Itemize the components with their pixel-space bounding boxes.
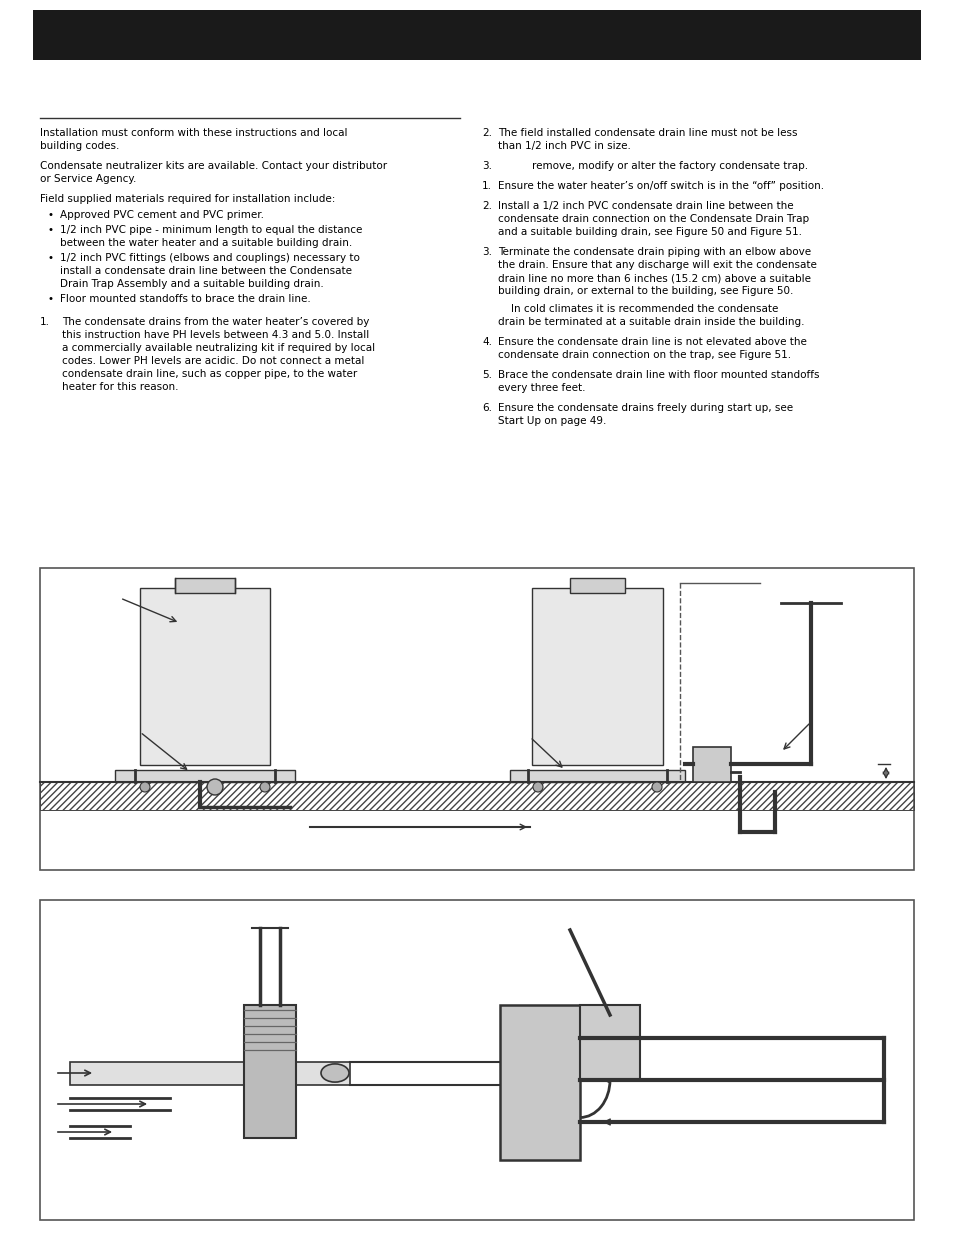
Text: than 1/2 inch PVC in size.: than 1/2 inch PVC in size.: [497, 141, 630, 151]
Bar: [692, 747, 730, 782]
Text: condensate drain connection on the Condensate Drain Trap: condensate drain connection on the Conde…: [497, 214, 808, 224]
Text: condensate drain connection on the trap, see Figure 51.: condensate drain connection on the trap,…: [497, 350, 790, 359]
Text: 3.: 3.: [481, 247, 492, 257]
Bar: [579, 1005, 639, 1079]
Bar: [569, 578, 624, 593]
Text: Ensure the condensate drains freely during start up, see: Ensure the condensate drains freely duri…: [497, 403, 792, 412]
Circle shape: [140, 782, 150, 792]
Text: Ensure the water heater’s on/off switch is in the “off” position.: Ensure the water heater’s on/off switch …: [497, 182, 823, 191]
Text: Installation must conform with these instructions and local: Installation must conform with these ins…: [40, 128, 347, 138]
Text: Condensate neutralizer kits are available. Contact your distributor: Condensate neutralizer kits are availabl…: [40, 161, 387, 170]
Bar: [33, 10, 920, 61]
Text: a commercially available neutralizing kit if required by local: a commercially available neutralizing ki…: [62, 343, 375, 353]
Circle shape: [260, 782, 270, 792]
Text: the drain. Ensure that any discharge will exit the condensate: the drain. Ensure that any discharge wil…: [497, 261, 816, 270]
Text: Install a 1/2 inch PVC condensate drain line between the: Install a 1/2 inch PVC condensate drain …: [497, 201, 793, 211]
Text: drain be terminated at a suitable drain inside the building.: drain be terminated at a suitable drain …: [497, 317, 803, 327]
Text: and a suitable building drain, see Figure 50 and Figure 51.: and a suitable building drain, see Figur…: [497, 227, 801, 237]
Text: Ensure the condensate drain line is not elevated above the: Ensure the condensate drain line is not …: [497, 337, 806, 347]
Text: •: •: [48, 294, 54, 304]
Text: Brace the condensate drain line with floor mounted standoffs: Brace the condensate drain line with flo…: [497, 370, 819, 380]
Bar: [510, 769, 684, 782]
Bar: [140, 588, 270, 764]
Text: codes. Lower PH levels are acidic. Do not connect a metal: codes. Lower PH levels are acidic. Do no…: [62, 356, 364, 366]
Text: install a condensate drain line between the Condensate: install a condensate drain line between …: [60, 266, 352, 275]
Circle shape: [651, 782, 661, 792]
Text: 2.: 2.: [481, 128, 492, 138]
Text: 2.: 2.: [481, 201, 492, 211]
Text: Drain Trap Assembly and a suitable building drain.: Drain Trap Assembly and a suitable build…: [60, 279, 323, 289]
Bar: [532, 588, 662, 764]
Text: this instruction have PH levels between 4.3 and 5.0. Install: this instruction have PH levels between …: [62, 330, 369, 340]
Text: Field supplied materials required for installation include:: Field supplied materials required for in…: [40, 194, 335, 204]
Text: 6.: 6.: [481, 403, 492, 412]
Text: condensate drain line, such as copper pipe, to the water: condensate drain line, such as copper pi…: [62, 369, 356, 379]
Text: between the water heater and a suitable building drain.: between the water heater and a suitable …: [60, 238, 352, 248]
Text: 3.: 3.: [481, 161, 492, 170]
Text: The condensate drains from the water heater’s covered by: The condensate drains from the water hea…: [62, 317, 369, 327]
Bar: [244, 1005, 295, 1137]
Bar: [40, 568, 913, 869]
Text: or Service Agency.: or Service Agency.: [40, 174, 136, 184]
Text: 1/2 inch PVC pipe - minimum length to equal the distance: 1/2 inch PVC pipe - minimum length to eq…: [60, 225, 362, 235]
Text: remove, modify or alter the factory condensate trap.: remove, modify or alter the factory cond…: [532, 161, 807, 170]
Text: drain line no more than 6 inches (15.2 cm) above a suitable: drain line no more than 6 inches (15.2 c…: [497, 273, 810, 283]
Text: Floor mounted standoffs to brace the drain line.: Floor mounted standoffs to brace the dra…: [60, 294, 311, 304]
Text: 4.: 4.: [481, 337, 492, 347]
Text: building drain, or external to the building, see Figure 50.: building drain, or external to the build…: [497, 287, 793, 296]
Text: every three feet.: every three feet.: [497, 383, 585, 393]
Bar: [115, 769, 294, 782]
Text: •: •: [48, 210, 54, 220]
Bar: [40, 782, 913, 810]
Text: •: •: [48, 225, 54, 235]
Text: The field installed condensate drain line must not be less: The field installed condensate drain lin…: [497, 128, 797, 138]
Circle shape: [207, 779, 223, 795]
Bar: [70, 1062, 350, 1086]
Bar: [499, 1005, 579, 1160]
Text: 1/2 inch PVC fittings (elbows and couplings) necessary to: 1/2 inch PVC fittings (elbows and coupli…: [60, 253, 359, 263]
Text: •: •: [48, 253, 54, 263]
Bar: [40, 900, 913, 1220]
Text: In cold climates it is recommended the condensate: In cold climates it is recommended the c…: [497, 304, 778, 314]
Text: heater for this reason.: heater for this reason.: [62, 382, 178, 391]
Ellipse shape: [320, 1063, 349, 1082]
Text: 1.: 1.: [40, 317, 50, 327]
Circle shape: [533, 782, 542, 792]
Text: building codes.: building codes.: [40, 141, 119, 151]
Text: Approved PVC cement and PVC primer.: Approved PVC cement and PVC primer.: [60, 210, 264, 220]
Text: 5.: 5.: [481, 370, 492, 380]
Text: Terminate the condensate drain piping with an elbow above: Terminate the condensate drain piping wi…: [497, 247, 810, 257]
Bar: [174, 578, 234, 593]
Text: Start Up on page 49.: Start Up on page 49.: [497, 416, 606, 426]
Text: 1.: 1.: [481, 182, 492, 191]
